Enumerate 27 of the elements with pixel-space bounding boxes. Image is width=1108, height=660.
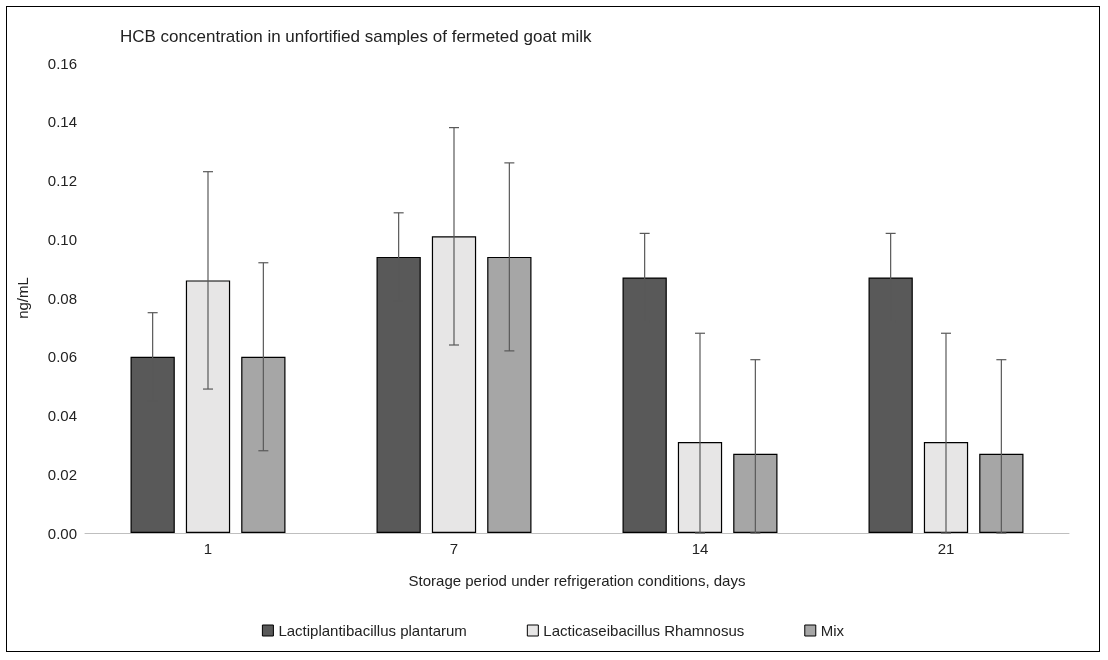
y-tick-label: 0.02 (47, 465, 77, 483)
bar (185, 280, 231, 533)
legend-label: Lacticaseibacillus Rhamnosus (543, 622, 745, 639)
y-axis-title: ng/mL (14, 277, 31, 319)
legend-label: Mix (820, 622, 845, 639)
x-tick-label: 7 (449, 540, 459, 557)
x-axis-title: Storage period under refrigeration conditions, days (408, 572, 746, 589)
y-tick-label: 0.10 (47, 230, 77, 248)
bar (241, 356, 286, 533)
bar (677, 441, 723, 533)
y-tick-label: 0.04 (47, 407, 77, 424)
y-tick-label: 0.12 (47, 172, 77, 189)
bar (487, 256, 532, 533)
chart-title: HCB concentration in unfortified samples of fermeted goat milk (120, 27, 592, 46)
bar (431, 236, 477, 533)
legend-label: Lactiplantibacillus plantarum (278, 622, 467, 639)
y-tick-label: 0.08 (47, 289, 77, 307)
bar (923, 441, 969, 533)
x-tick-label: 14 (691, 540, 709, 557)
bar (979, 453, 1024, 533)
y-tick-label: 0.06 (47, 348, 77, 366)
x-tick-label: 1 (203, 540, 213, 557)
y-tick-label: 0.00 (47, 524, 77, 542)
y-tick-label: 0.14 (47, 113, 77, 131)
bar (733, 453, 778, 533)
x-tick-label: 21 (937, 540, 955, 557)
y-tick-label: 0.16 (47, 54, 77, 72)
